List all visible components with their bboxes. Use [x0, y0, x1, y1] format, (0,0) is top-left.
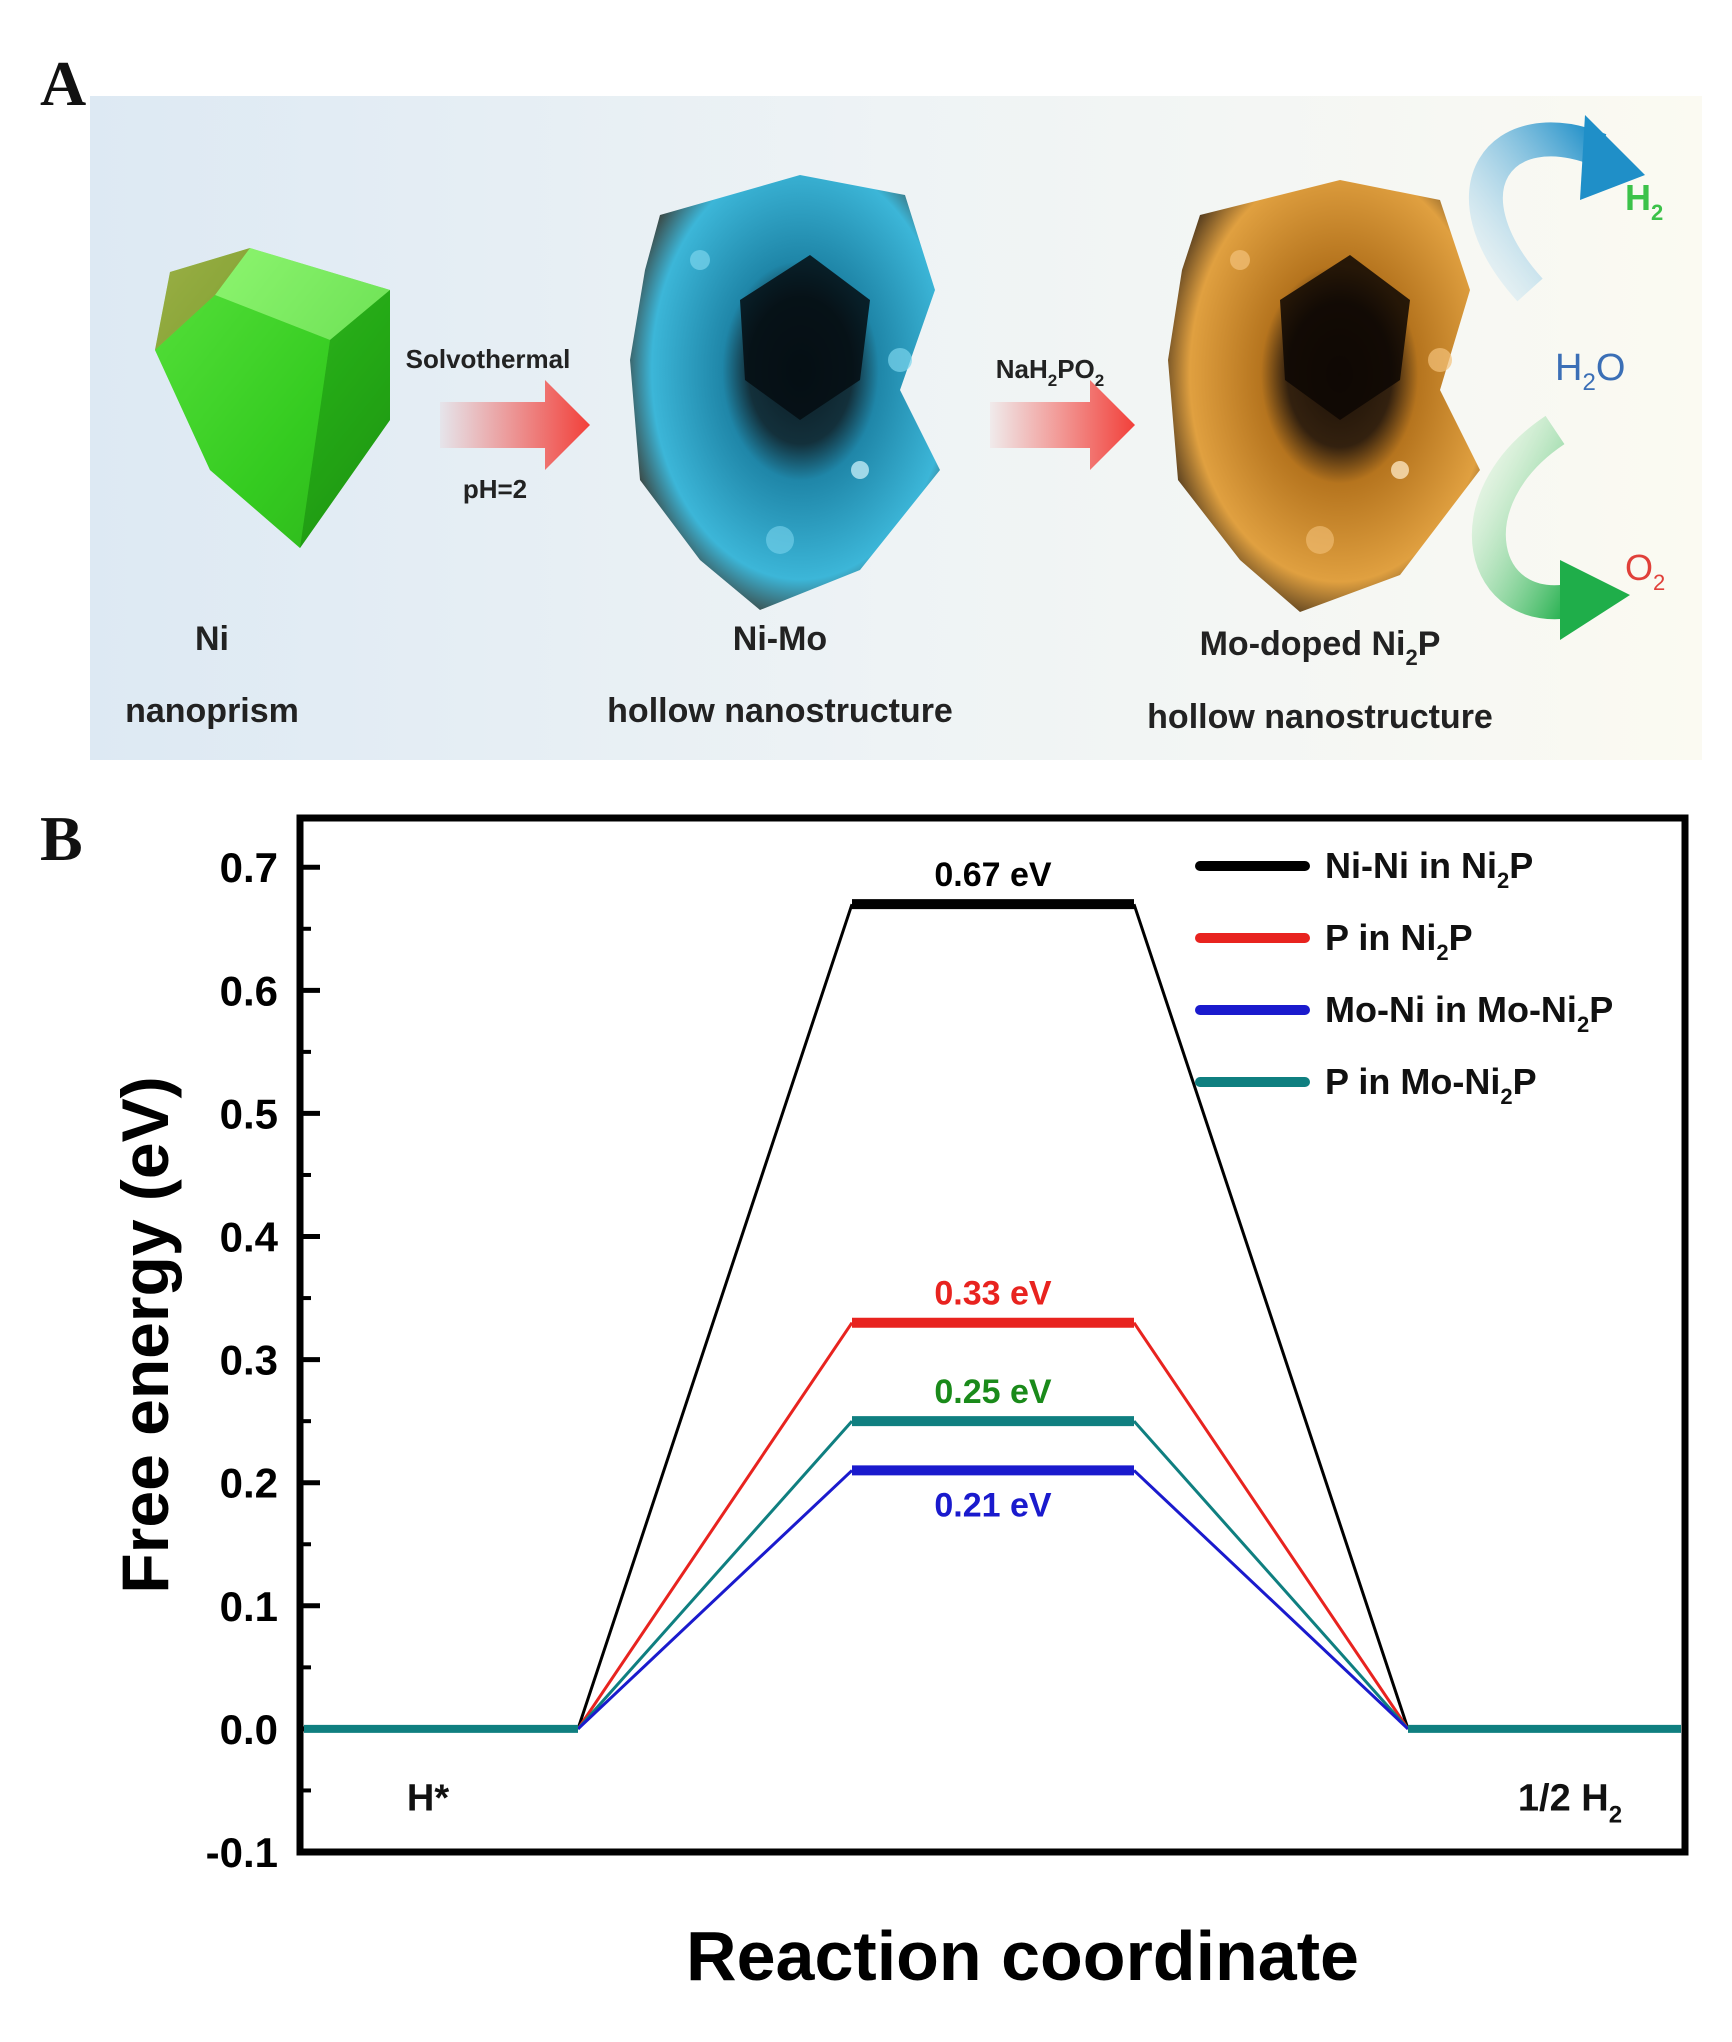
free-energy-chart: B -0.10.00.10.20.30.40.50.60.7 0.67 eV0.… — [40, 803, 1689, 1995]
panel-a-letter: A — [40, 48, 86, 119]
y-axis: -0.1 0.0 0.1 0.2 0.3 0.4 0.5 0.6 0.7 — [206, 844, 320, 1876]
legend: Ni-Ni in Ni2P P in Ni2P Mo-Ni in Mo-Ni2P P … — [1195, 845, 1613, 1109]
h2o-label: H2O — [1555, 347, 1625, 396]
legend-entry: P in Mo-Ni2P — [1325, 1061, 1537, 1109]
panel-b-letter: B — [40, 803, 83, 874]
legend-entry: P in Ni2P — [1325, 917, 1473, 965]
energy-value-label: 0.25 eV — [934, 1373, 1052, 1411]
energy-value-label: 0.21 eV — [934, 1486, 1052, 1524]
o2-arrowhead — [1560, 560, 1630, 640]
energy-value-label: 0.33 eV — [934, 1275, 1052, 1313]
synthesis-schematic: A Ni nanoprism Solvothermal pH=2 Ni-Mo h… — [40, 48, 1702, 760]
y-tick-label: 0.0 — [220, 1706, 278, 1753]
y-tick-label: 0.5 — [220, 1090, 278, 1137]
series-connector-right — [1132, 1321, 1410, 1730]
h2-label: H2 — [1625, 177, 1663, 225]
o2-label: O2 — [1625, 547, 1665, 595]
series-connector-right — [1132, 903, 1410, 1730]
series-connector-left — [576, 1321, 854, 1730]
state-label-h-star: H* — [407, 1778, 449, 1820]
step1-condition: Solvothermal — [406, 344, 571, 374]
series-connector-left — [576, 903, 854, 1730]
state-label-half-h2: 1/2 H2 — [1518, 1778, 1622, 1829]
h2-evolution-arrow — [1469, 122, 1607, 302]
y-tick-label: 0.2 — [220, 1460, 278, 1507]
product-desc: hollow nanostructure — [1147, 698, 1493, 736]
legend-entry: Ni-Ni in Ni2P — [1325, 845, 1533, 893]
y-tick-label: 0.6 — [220, 967, 278, 1014]
x-axis-label: Reaction coordinate — [686, 1917, 1359, 1995]
product-label: Mo-doped Ni2P — [1200, 625, 1441, 670]
nimo-hollow-graphic — [630, 175, 940, 610]
y-tick-label: 0.1 — [220, 1583, 278, 1630]
nimo-desc: hollow nanostructure — [607, 692, 953, 730]
energy-value-label: 0.67 eV — [934, 856, 1052, 894]
ni-desc: nanoprism — [125, 692, 299, 730]
product-hollow-graphic — [1168, 180, 1480, 612]
ni-nanoprism-graphic — [155, 248, 390, 548]
step1-arrow — [440, 380, 590, 470]
ni-label: Ni — [195, 620, 229, 658]
y-tick-label: 0.3 — [220, 1337, 278, 1384]
series-connector-right — [1132, 1420, 1410, 1730]
plot-frame — [296, 814, 1689, 1856]
y-tick-label: 0.7 — [220, 844, 278, 891]
series-connector-right — [1132, 1469, 1410, 1730]
o2-evolution-arrow — [1471, 415, 1579, 620]
nimo-label: Ni-Mo — [733, 620, 827, 658]
y-axis-label: Free energy (eV) — [108, 1076, 182, 1593]
step2-arrow — [990, 380, 1135, 470]
legend-entry: Mo-Ni in Mo-Ni2P — [1325, 989, 1613, 1037]
y-tick-label: 0.4 — [220, 1214, 279, 1261]
series-connector-left — [576, 1420, 854, 1730]
step2-reagent: NaH2PO2 — [996, 354, 1105, 390]
series-group: 0.67 eV 0.33 eV 0.21 eV 0.25 eV — [304, 856, 1681, 1733]
h2-arrowhead — [1580, 115, 1645, 200]
y-tick-label: -0.1 — [206, 1829, 278, 1876]
series-connector-left — [576, 1469, 854, 1730]
step1-ph: pH=2 — [463, 474, 527, 504]
